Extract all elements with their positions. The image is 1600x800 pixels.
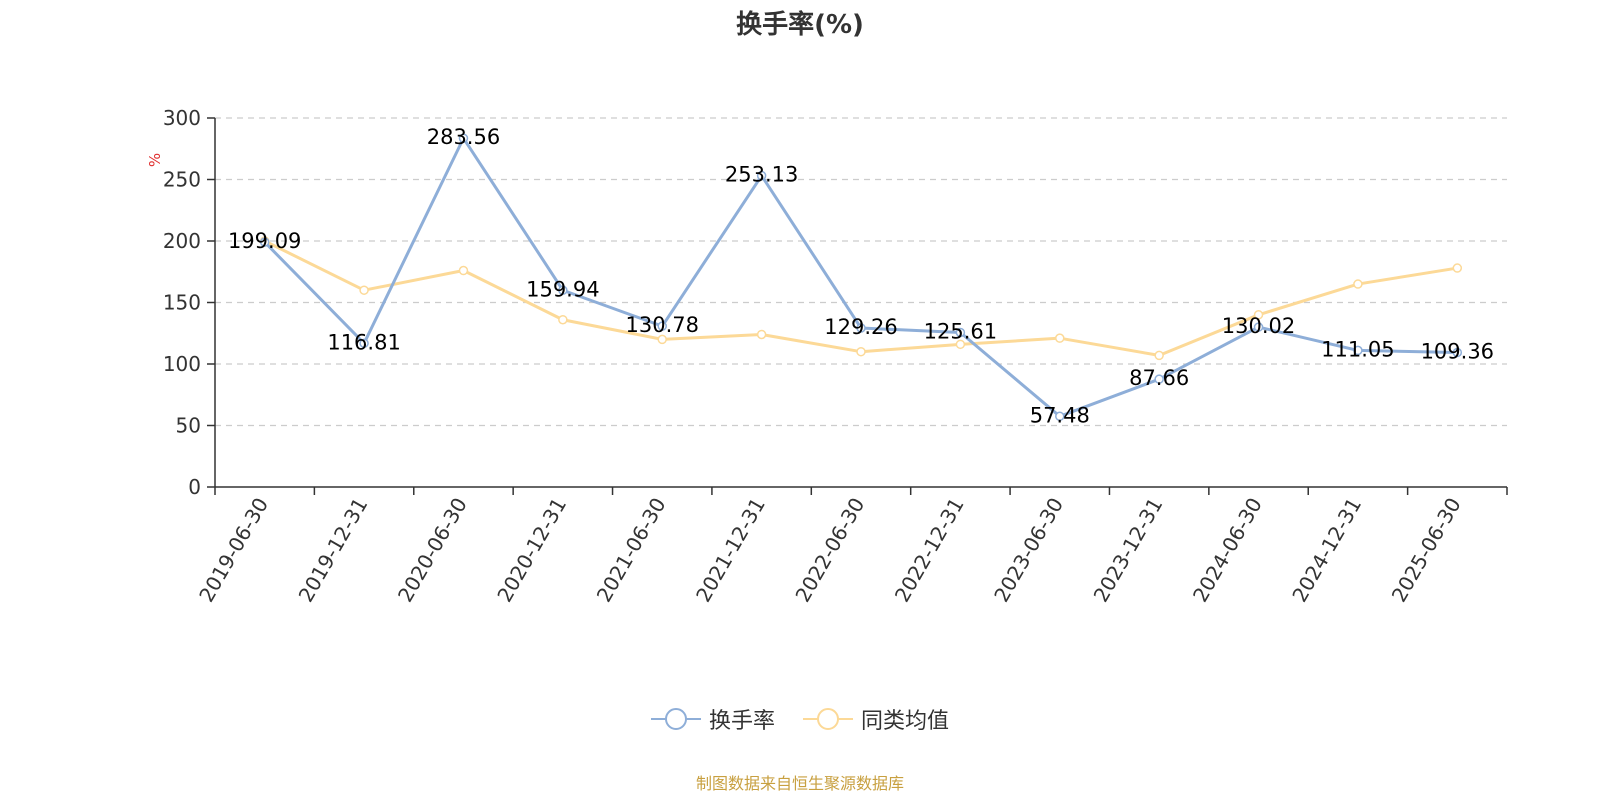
y-axis-label: % [146, 153, 164, 167]
data-label: 159.94 [526, 277, 599, 301]
y-tick-label: 0 [188, 475, 201, 499]
data-point-turnover [756, 170, 767, 181]
data-point-peer-avg [1253, 310, 1264, 320]
data-label: 57.48 [1030, 403, 1090, 427]
data-point-peer-avg [1452, 263, 1463, 273]
x-tick-label: 2022-06-30 [790, 494, 869, 607]
data-point-peer-avg [1154, 350, 1164, 361]
data-point-peer-avg [756, 329, 767, 340]
y-tick-label: 250 [163, 168, 201, 192]
data-label: 253.13 [725, 163, 798, 187]
x-tick-label: 2022-12-31 [890, 494, 969, 607]
x-tick-label: 2024-12-31 [1287, 494, 1366, 607]
data-point-turnover [1055, 411, 1065, 422]
data-point-peer-avg [657, 334, 667, 345]
x-tick-label: 2024-06-30 [1188, 494, 1267, 607]
data-point-turnover [1253, 322, 1264, 332]
data-label: 130.78 [625, 313, 698, 337]
series-line-turnover [263, 136, 1458, 418]
circle-line-icon [803, 708, 853, 730]
y-tick-label: 100 [163, 352, 201, 376]
data-point-turnover [1154, 374, 1164, 384]
data-point-peer-avg [458, 265, 469, 276]
axes: 0 50 100 150 200 250 300% 2019-06-30 2019-12-31 2… [146, 106, 1508, 607]
data-point-turnover [259, 237, 270, 247]
x-tick-label: 2023-06-30 [989, 494, 1068, 607]
x-tick-label: 2021-06-30 [592, 494, 671, 607]
circle-line-icon [650, 708, 701, 730]
data-point-turnover [558, 285, 568, 296]
x-tick-label: 2019-12-31 [294, 494, 373, 607]
data-labels: 199.09 116.81 283.56 159.94 130.78 253.13 129.… [228, 125, 1494, 427]
data-label: 116.81 [327, 330, 400, 354]
chart-title: 换手率(%) [736, 10, 864, 40]
legend-label-turnover: 换手率 [708, 709, 775, 734]
y-tick-label: 300 [163, 106, 201, 130]
data-point-peer-avg [856, 346, 866, 357]
x-tick-label: 2025-06-30 [1387, 494, 1466, 607]
x-tick-label: 2021-12-31 [691, 494, 770, 607]
y-tick-label: 150 [163, 291, 201, 315]
data-point-peer-avg [359, 285, 369, 295]
x-tick-label: 2020-06-30 [393, 494, 472, 607]
data-point-peer-avg [1055, 333, 1065, 343]
data-point-turnover [359, 338, 369, 349]
data-label: 199.09 [228, 229, 301, 253]
data-label: 283.56 [427, 125, 500, 149]
data-point-turnover [1452, 347, 1463, 358]
data-point-turnover [657, 321, 667, 331]
legend-label-peer-avg: 同类均值 [861, 709, 950, 734]
data-point-turnover [856, 323, 866, 333]
source-note: 制图数据来自恒生聚源数据库 [695, 774, 904, 793]
data-point-turnover [955, 327, 966, 338]
y-tick-label: 50 [176, 414, 201, 438]
data-point-turnover [1353, 345, 1363, 356]
grid-lines [215, 117, 1507, 427]
legend-item-turnover[interactable]: 换手率 [650, 703, 775, 735]
data-label: 109.36 [1421, 339, 1494, 363]
x-tick-label: 2019-06-30 [194, 494, 273, 607]
data-point-peer-avg [955, 339, 966, 350]
data-label: 130.02 [1222, 314, 1295, 338]
data-point-peer-avg [558, 314, 568, 325]
data-point-peer-avg [1353, 279, 1363, 289]
legend: 换手率 同类均值 [0, 703, 1600, 735]
data-label: 111.05 [1321, 337, 1394, 361]
data-label: 129.26 [824, 315, 897, 339]
y-tick-label: 200 [163, 229, 201, 253]
data-point-turnover [458, 133, 469, 143]
series-lines [259, 133, 1463, 422]
data-label: 125.61 [924, 319, 997, 343]
x-tick-label: 2020-12-31 [492, 494, 571, 607]
data-label: 87.66 [1129, 366, 1189, 390]
legend-item-peer-avg[interactable]: 同类均值 [803, 703, 949, 735]
x-tick-label: 2023-12-31 [1089, 494, 1168, 607]
